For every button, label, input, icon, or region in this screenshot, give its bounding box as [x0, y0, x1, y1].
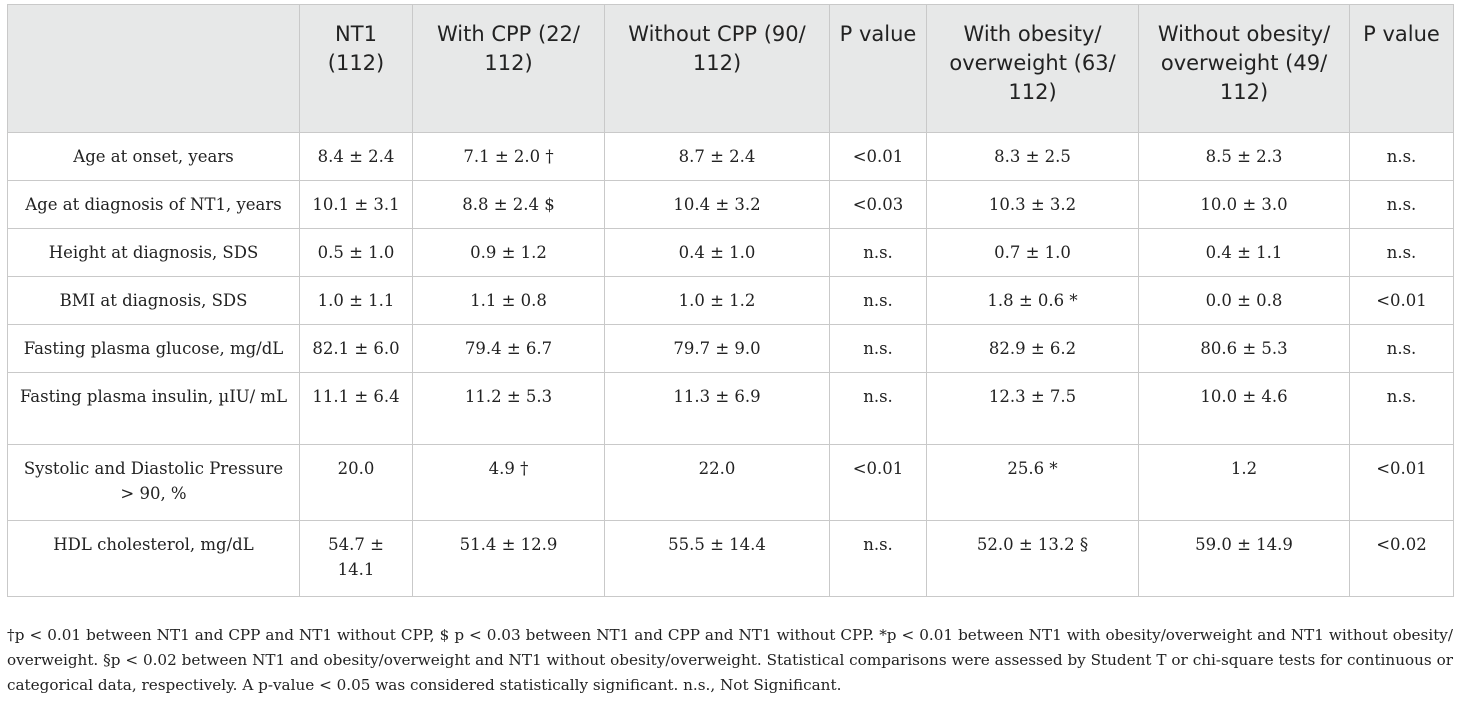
table-cell: 10.4 ± 3.2: [604, 180, 830, 229]
table-cell: n.s.: [829, 372, 927, 445]
table-cell: <0.02: [1349, 520, 1454, 597]
table-cell: 0.9 ± 1.2: [412, 228, 605, 277]
table-cell: n.s.: [1349, 132, 1454, 181]
table-cell: 0.0 ± 0.8: [1138, 276, 1350, 325]
table-cell: 80.6 ± 5.3: [1138, 324, 1350, 373]
table-row: Fasting plasma insulin, µIU/ mL 11.1 ± 6…: [7, 372, 1454, 445]
table-cell: 8.4 ± 2.4: [299, 132, 413, 181]
table-cell: <0.01: [829, 444, 927, 521]
table-cell: <0.01: [1349, 444, 1454, 521]
table-row: Age at onset, years 8.4 ± 2.4 7.1 ± 2.0 …: [7, 132, 1454, 181]
table-row: Systolic and Diastolic Pressure > 90, % …: [7, 444, 1454, 521]
row-label: HDL cholesterol, mg/dL: [7, 520, 300, 597]
header-cell-nt1: NT1 (112): [299, 4, 413, 133]
table-cell: n.s.: [1349, 180, 1454, 229]
table-cell: 0.4 ± 1.0: [604, 228, 830, 277]
table-row: HDL cholesterol, mg/dL 54.7 ± 14.1 51.4 …: [7, 520, 1454, 597]
table-cell: 7.1 ± 2.0 †: [412, 132, 605, 181]
table-cell: n.s.: [1349, 228, 1454, 277]
table-cell: 0.7 ± 1.0: [926, 228, 1139, 277]
table-cell: 10.1 ± 3.1: [299, 180, 413, 229]
table-cell: 79.7 ± 9.0: [604, 324, 830, 373]
table-cell: 55.5 ± 14.4: [604, 520, 830, 597]
table-row: Fasting plasma glucose, mg/dL 82.1 ± 6.0…: [7, 324, 1454, 373]
row-label: Systolic and Diastolic Pressure > 90, %: [7, 444, 300, 521]
table-cell: 11.1 ± 6.4: [299, 372, 413, 445]
table-cell: 10.0 ± 4.6: [1138, 372, 1350, 445]
header-row: NT1 (112) With CPP (22/ 112) Without CPP…: [7, 4, 1454, 133]
table-cell: 51.4 ± 12.9: [412, 520, 605, 597]
table-cell: n.s.: [1349, 372, 1454, 445]
table-row: BMI at diagnosis, SDS 1.0 ± 1.1 1.1 ± 0.…: [7, 276, 1454, 325]
table-cell: <0.03: [829, 180, 927, 229]
table-cell: 82.1 ± 6.0: [299, 324, 413, 373]
table-cell: 59.0 ± 14.9: [1138, 520, 1350, 597]
table-cell: 79.4 ± 6.7: [412, 324, 605, 373]
row-label: Fasting plasma glucose, mg/dL: [7, 324, 300, 373]
table-cell: 12.3 ± 7.5: [926, 372, 1139, 445]
table-cell: 4.9 †: [412, 444, 605, 521]
table-cell: 8.5 ± 2.3: [1138, 132, 1350, 181]
table-cell: 54.7 ± 14.1: [299, 520, 413, 597]
header-cell-p-value-cpp: P value: [829, 4, 927, 133]
table-cell: 25.6 *: [926, 444, 1139, 521]
table-cell: n.s.: [829, 228, 927, 277]
table-cell: 8.3 ± 2.5: [926, 132, 1139, 181]
header-cell-without-obesity: Without obesity/ overweight (49/ 112): [1138, 4, 1350, 133]
table-cell: 10.3 ± 3.2: [926, 180, 1139, 229]
data-table: NT1 (112) With CPP (22/ 112) Without CPP…: [7, 4, 1454, 597]
header-cell-blank: [7, 4, 300, 133]
table-cell: n.s.: [829, 324, 927, 373]
header-cell-p-value-obesity: P value: [1349, 4, 1454, 133]
table-cell: 20.0: [299, 444, 413, 521]
table-cell: n.s.: [1349, 324, 1454, 373]
table-cell: 1.2: [1138, 444, 1350, 521]
table-cell: 11.2 ± 5.3: [412, 372, 605, 445]
header-cell-with-cpp: With CPP (22/ 112): [412, 4, 605, 133]
table-row: Height at diagnosis, SDS 0.5 ± 1.0 0.9 ±…: [7, 228, 1454, 277]
table-row: Age at diagnosis of NT1, years 10.1 ± 3.…: [7, 180, 1454, 229]
table-cell: n.s.: [829, 520, 927, 597]
table-cell: n.s.: [829, 276, 927, 325]
table-cell: 22.0: [604, 444, 830, 521]
row-label: Age at onset, years: [7, 132, 300, 181]
table-cell: 11.3 ± 6.9: [604, 372, 830, 445]
row-label: Height at diagnosis, SDS: [7, 228, 300, 277]
table-cell: 1.0 ± 1.1: [299, 276, 413, 325]
table-cell: 52.0 ± 13.2 §: [926, 520, 1139, 597]
table-cell: 8.8 ± 2.4 $: [412, 180, 605, 229]
table-cell: <0.01: [829, 132, 927, 181]
row-label: Fasting plasma insulin, µIU/ mL: [7, 372, 300, 445]
table-cell: 10.0 ± 3.0: [1138, 180, 1350, 229]
table-cell: 0.4 ± 1.1: [1138, 228, 1350, 277]
table-footnote: †p < 0.01 between NT1 and CPP and NT1 wi…: [7, 626, 1453, 694]
table-cell: 0.5 ± 1.0: [299, 228, 413, 277]
table-cell: 82.9 ± 6.2: [926, 324, 1139, 373]
header-cell-with-obesity: With obesity/ overweight (63/ 112): [926, 4, 1139, 133]
table-cell: <0.01: [1349, 276, 1454, 325]
row-label: Age at diagnosis of NT1, years: [7, 180, 300, 229]
table-cell: 1.1 ± 0.8: [412, 276, 605, 325]
table-cell: 8.7 ± 2.4: [604, 132, 830, 181]
row-label: BMI at diagnosis, SDS: [7, 276, 300, 325]
table-cell: 1.0 ± 1.2: [604, 276, 830, 325]
table-cell: 1.8 ± 0.6 *: [926, 276, 1139, 325]
header-cell-without-cpp: Without CPP (90/ 112): [604, 4, 830, 133]
data-table-container: NT1 (112) With CPP (22/ 112) Without CPP…: [7, 4, 1454, 597]
